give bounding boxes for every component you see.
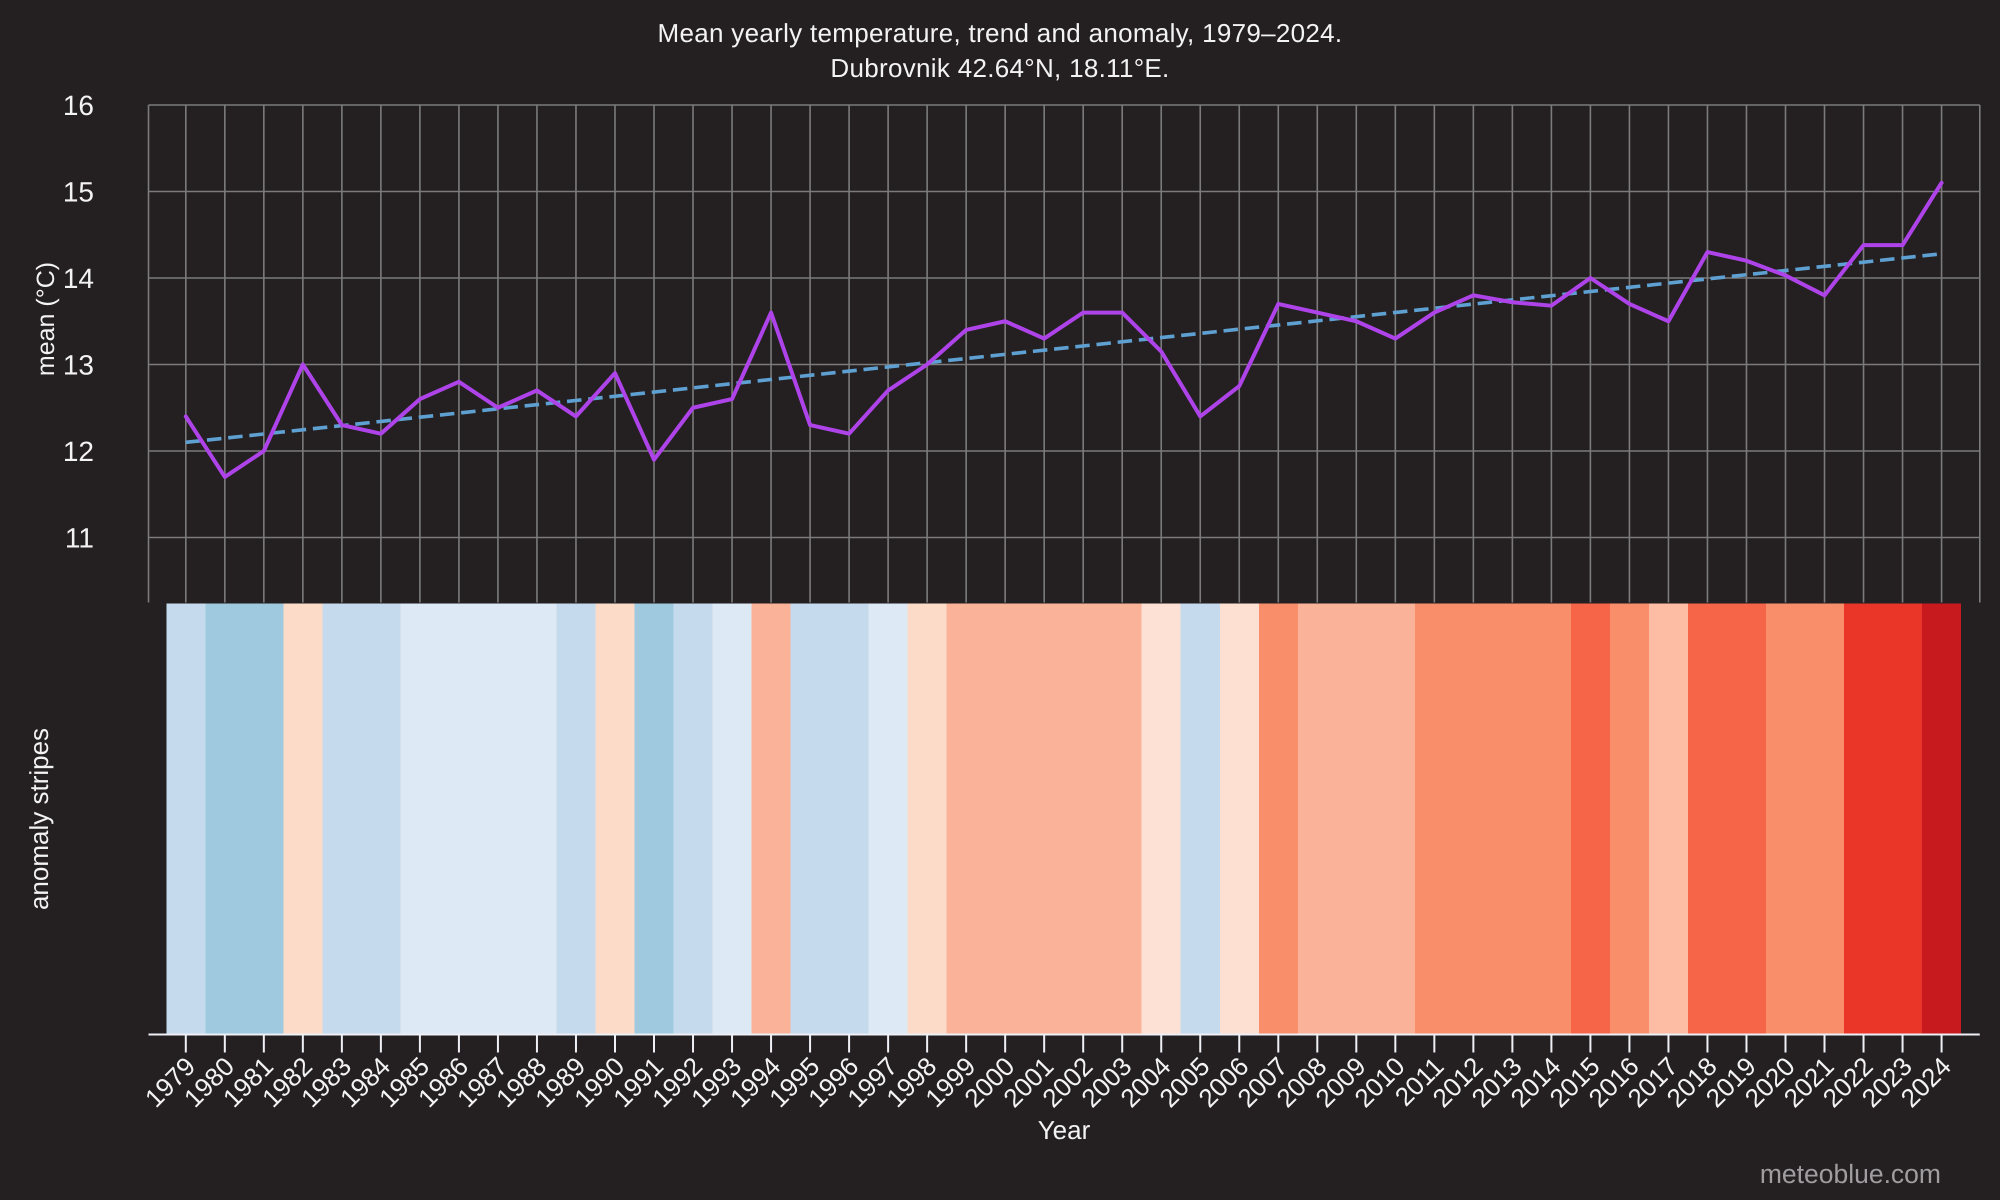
svg-text:Mean yearly temperature, trend: Mean yearly temperature, trend and anoma…	[658, 18, 1343, 48]
svg-text:Dubrovnik 42.64°N, 18.11°E.: Dubrovnik 42.64°N, 18.11°E.	[830, 53, 1169, 83]
svg-text:meteoblue.com: meteoblue.com	[1760, 1159, 1941, 1189]
svg-text:13: 13	[63, 350, 94, 381]
svg-text:16: 16	[63, 90, 94, 121]
svg-text:11: 11	[65, 523, 94, 554]
svg-text:mean (°C): mean (°C)	[32, 262, 60, 376]
svg-text:14: 14	[63, 263, 94, 294]
svg-text:15: 15	[63, 177, 94, 208]
svg-text:Year: Year	[1038, 1115, 1091, 1145]
svg-text:anomaly stripes: anomaly stripes	[24, 728, 54, 910]
svg-text:12: 12	[63, 436, 94, 467]
